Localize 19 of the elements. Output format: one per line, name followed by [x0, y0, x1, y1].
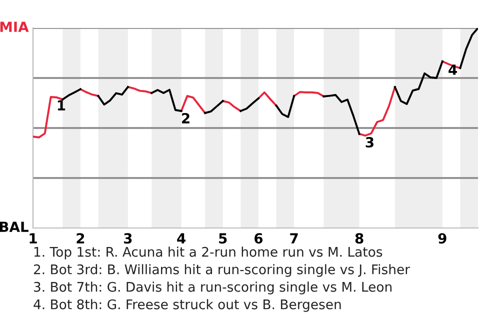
x-tick-label: 8 — [355, 233, 364, 244]
annotation: 2 — [182, 113, 190, 124]
x-tick-label: 2 — [76, 233, 84, 244]
x-tick-label: 1 — [30, 233, 37, 244]
x-tick-label: 3 — [124, 233, 132, 244]
x-tick-label: 4 — [177, 233, 186, 244]
text: 2. Bot 3rd: B. Williams hit a run-scoring single vs J. Fisher — [34, 264, 410, 277]
x-tick-label: 7 — [290, 233, 298, 244]
text: 3. Bot 7th: G. Davis hit a run-scoring single vs M. Leon — [34, 282, 392, 294]
annotation: 4 — [448, 64, 457, 75]
text: 1. Top 1st: R. Acuna hit a 2-run home run vs M. Latos — [34, 246, 382, 260]
annotation: 3 — [366, 137, 374, 148]
text: 4. Bot 8th: G. Freese struck out vs B. Bergesen — [34, 299, 341, 312]
x-tick-label: 9 — [438, 233, 446, 244]
x-tick-label: 5 — [219, 233, 227, 244]
annotation: 1 — [58, 100, 66, 110]
x-tick-label: 6 — [254, 233, 263, 244]
text: BAL — [0, 222, 28, 232]
text: MIA — [0, 22, 29, 32]
